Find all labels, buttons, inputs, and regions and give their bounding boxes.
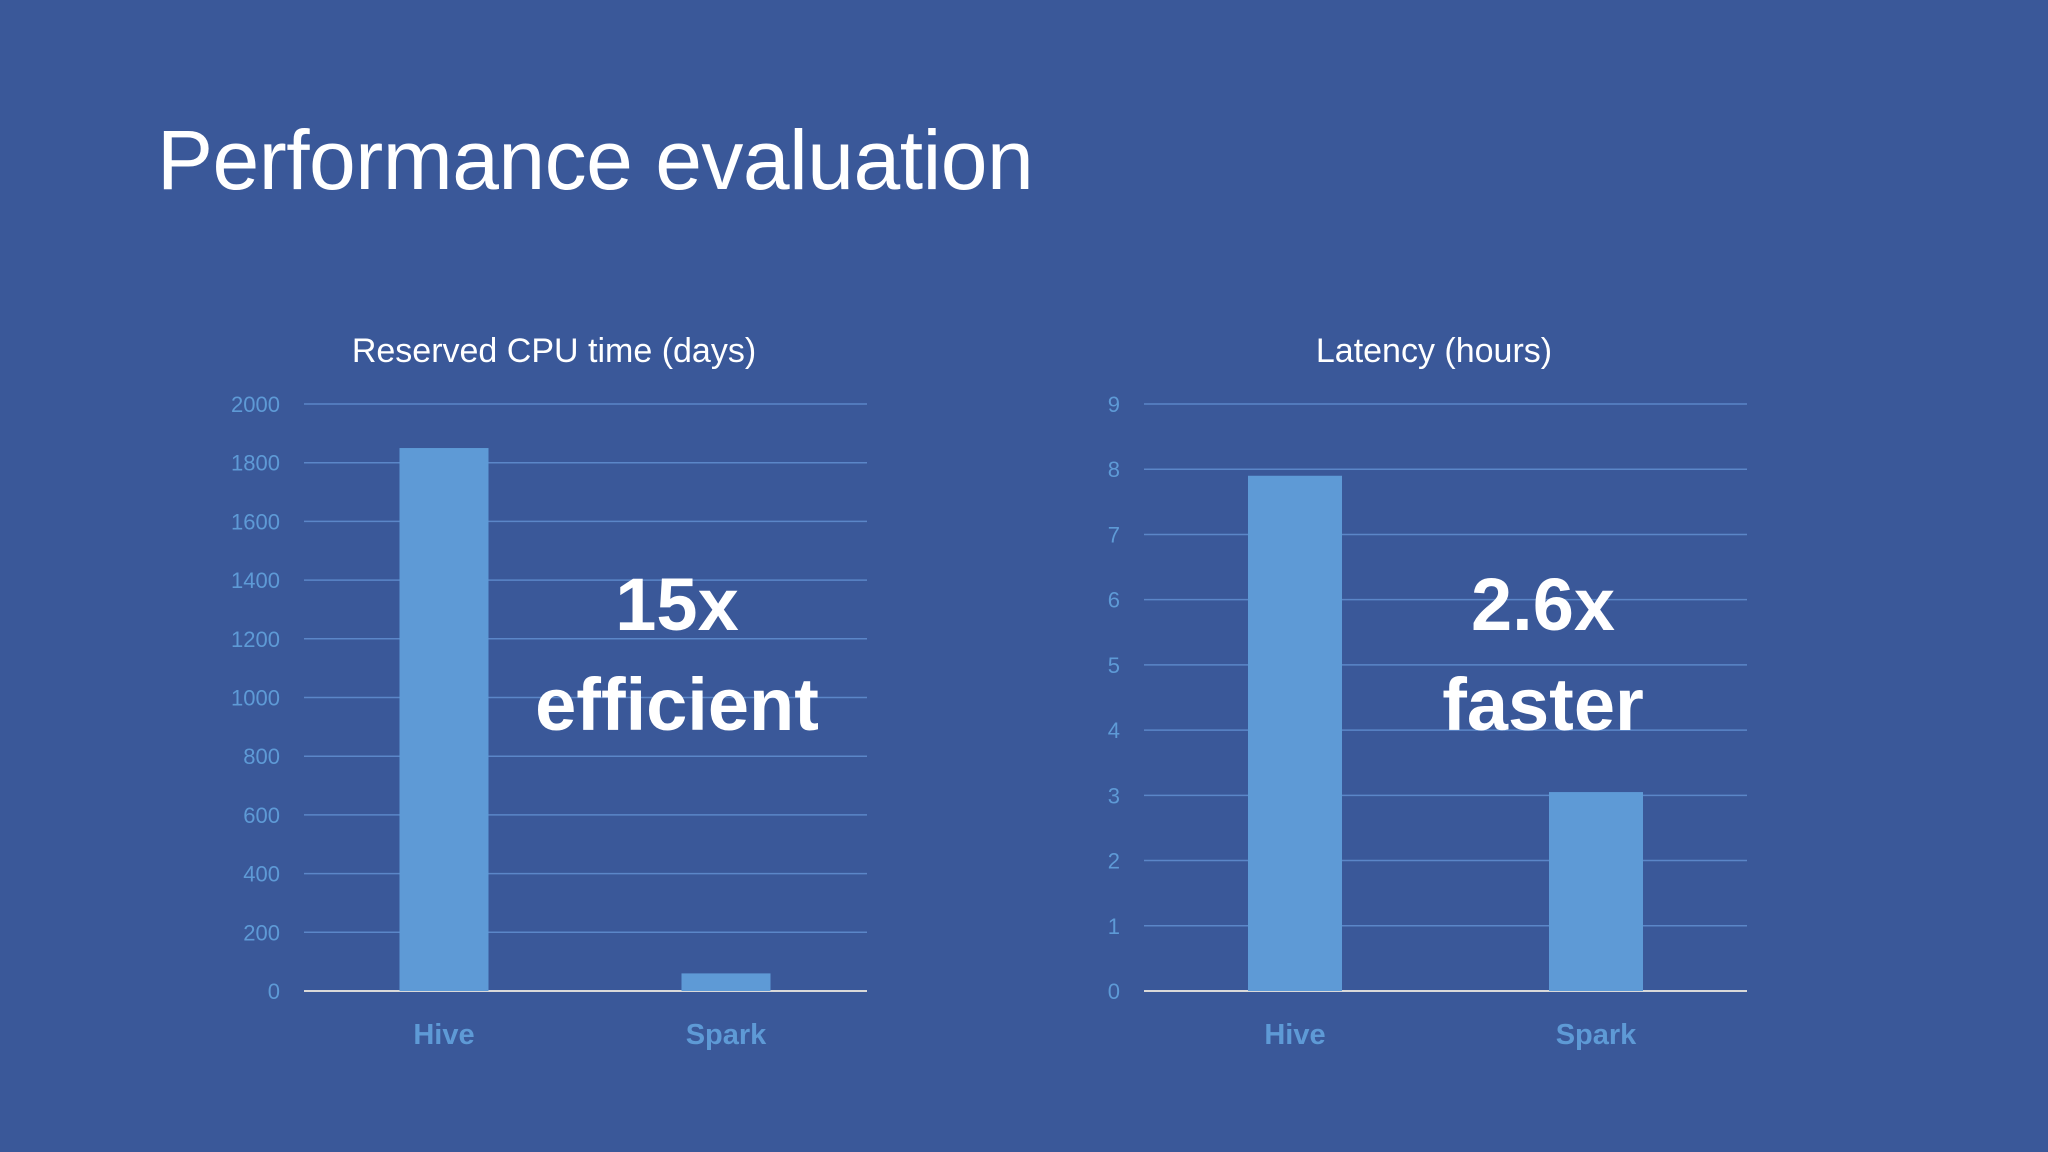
chart-1-category-label: Hive [413, 1019, 474, 1051]
chart-2-annotation-line-1: 2.6x [1471, 563, 1615, 646]
chart-1-y-tick-label: 800 [243, 744, 280, 769]
chart-2-bar-hive [1248, 475, 1342, 991]
chart-2-y-tick-label: 1 [1108, 914, 1120, 939]
chart-1-annotation-line-1: 15x [615, 563, 738, 646]
chart-2-title: Latency (hours) [1316, 332, 1552, 370]
chart-2-y-tick-label: 0 [1108, 979, 1120, 1004]
chart-1-y-tick-label: 200 [243, 920, 280, 945]
chart-1-annotation-line-2: efficient [535, 663, 819, 746]
chart-1-y-tick-label: 1600 [231, 509, 280, 534]
slide-title: Performance evaluation [157, 113, 1034, 207]
chart-2-category-label: Spark [1556, 1019, 1637, 1051]
chart-1-y-tick-label: 1400 [231, 568, 280, 593]
chart-2-y-tick-label: 5 [1108, 653, 1120, 678]
chart-2-y-tick-label: 6 [1108, 588, 1120, 613]
chart-1-y-tick-label: 400 [243, 862, 280, 887]
chart-1-y-tick-label: 1000 [231, 686, 280, 711]
chart-2-category-label: Hive [1264, 1019, 1325, 1051]
chart-1-category-label: Spark [686, 1019, 767, 1051]
chart-2-y-tick-label: 3 [1108, 783, 1120, 808]
chart-1-bar-hive [399, 448, 489, 991]
chart-1-y-tick-label: 0 [268, 979, 280, 1004]
chart-2-y-tick-label: 7 [1108, 522, 1120, 547]
chart-1-y-tick-label: 1800 [231, 451, 280, 476]
chart-2-y-tick-label: 9 [1108, 392, 1120, 417]
chart-1-y-tick-label: 2000 [231, 392, 280, 417]
chart-2-y-tick-label: 8 [1108, 457, 1120, 482]
chart-1-y-tick-label: 1200 [231, 627, 280, 652]
chart-2-y-tick-label: 4 [1108, 718, 1120, 743]
chart-1-title: Reserved CPU time (days) [352, 332, 756, 370]
chart-2-bar-spark [1549, 792, 1643, 991]
chart-1-y-tick-label: 600 [243, 803, 280, 828]
chart-1-bar-spark [681, 973, 771, 991]
chart-2-annotation-line-2: faster [1442, 663, 1644, 746]
chart-2-y-tick-label: 2 [1108, 849, 1120, 874]
